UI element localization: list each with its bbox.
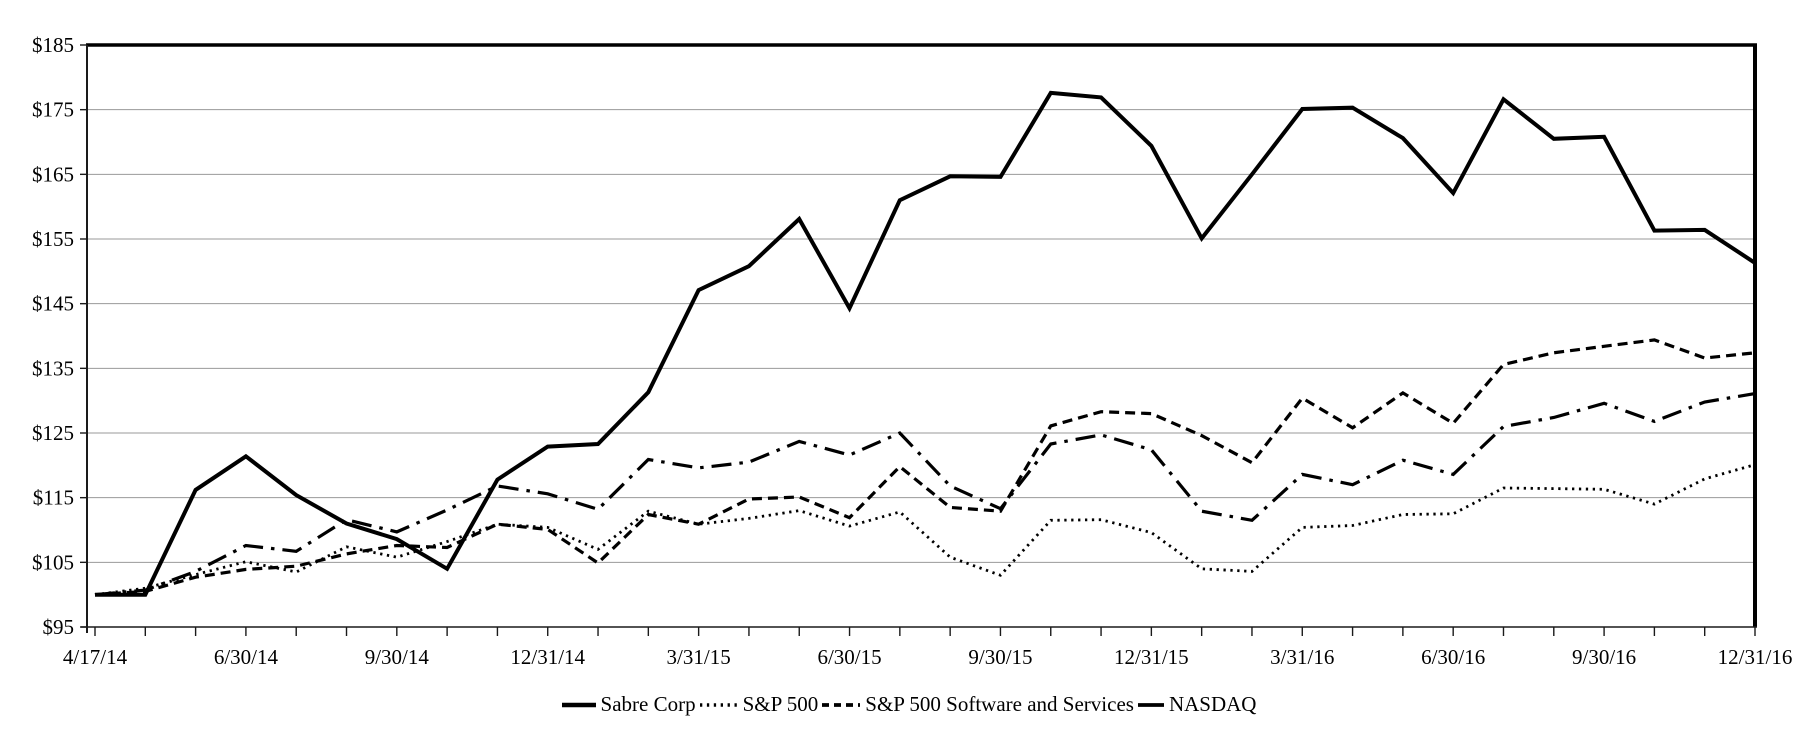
- legend-label: S&P 500: [742, 692, 819, 716]
- y-axis-label: $145: [32, 292, 74, 316]
- legend-line-sample-solid: [561, 702, 596, 707]
- x-axis-label: 6/30/15: [817, 645, 881, 669]
- x-axis-label: 12/31/16: [1718, 645, 1793, 669]
- legend-item-s-p-500: S&P 500: [699, 692, 819, 717]
- legend-label: NASDAQ: [1168, 692, 1257, 716]
- x-axis-label: 9/30/16: [1572, 645, 1636, 669]
- series-line-s-p-500: [94, 463, 1756, 597]
- x-axis-label: 12/31/14: [510, 645, 585, 669]
- x-axis-label: 12/31/15: [1114, 645, 1189, 669]
- x-axis-label: 4/17/14: [63, 645, 128, 669]
- legend-item-nasdaq: NASDAQ: [1137, 692, 1257, 717]
- x-axis-label: 6/30/14: [214, 645, 279, 669]
- series-line-sabre-corp: [95, 90, 1757, 597]
- y-axis-label: $165: [32, 162, 74, 186]
- y-axis-label: $155: [32, 227, 74, 251]
- y-axis-label: $105: [32, 550, 74, 574]
- legend-label: S&P 500 Software and Services: [865, 692, 1134, 716]
- y-axis-label: $95: [43, 615, 75, 639]
- x-axis-label: 9/30/14: [365, 645, 430, 669]
- legend-line-sample-dotted: [699, 702, 738, 707]
- y-axis-label: $185: [32, 33, 74, 57]
- x-axis-label: 3/31/16: [1270, 645, 1334, 669]
- x-axis-label: 3/31/15: [667, 645, 731, 669]
- y-axis-label: $115: [33, 486, 74, 510]
- series-line-nasdaq: [94, 392, 1756, 597]
- x-axis-label: 9/30/15: [968, 645, 1032, 669]
- legend-label: Sabre Corp: [600, 692, 696, 716]
- x-axis-label: 6/30/16: [1421, 645, 1485, 669]
- legend-line-sample-dashdot: [1137, 702, 1164, 707]
- y-axis-label: $125: [32, 421, 74, 445]
- legend-item-s-p-500-software-and-services: S&P 500 Software and Services: [822, 692, 1134, 717]
- legend-item-sabre-corp: Sabre Corp: [561, 692, 696, 717]
- y-axis-label: $175: [32, 98, 74, 122]
- chart-legend: Sabre Corp S&P 500 S&P 500 Software and Se…: [0, 692, 1818, 717]
- y-axis-label: $135: [32, 356, 74, 380]
- series-line-s-p-500-software-and-services: [94, 338, 1756, 597]
- legend-line-sample-dashed: [822, 702, 861, 707]
